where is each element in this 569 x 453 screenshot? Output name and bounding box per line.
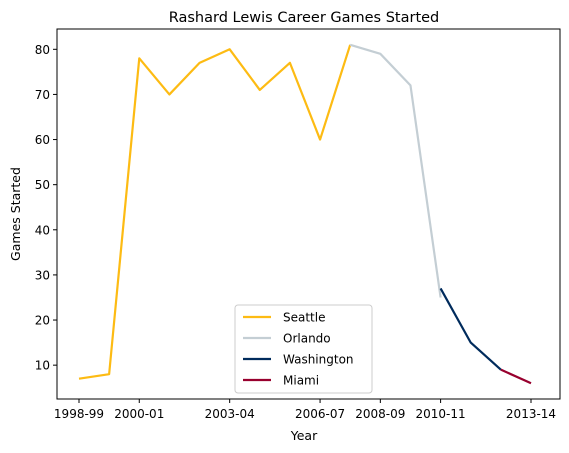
legend-label: Orlando — [283, 332, 331, 346]
x-tick-label: 2010-11 — [416, 407, 466, 421]
series-layer — [78, 43, 532, 385]
x-tick-label: 2008-09 — [355, 407, 405, 421]
legend-label: Seattle — [283, 311, 325, 325]
x-tick-label: 2003-04 — [205, 407, 255, 421]
plot-frame — [56, 28, 561, 400]
legend: Seattle Orlando Washington Miami — [234, 304, 373, 394]
chart-title: Rashard Lewis Career Games Started — [169, 10, 440, 26]
axis-layer: 10 20 30 40 50 60 70 80 1998-99 2000-01 2003-04 200… — [35, 43, 556, 421]
x-tick-label: 1998-99 — [54, 407, 104, 421]
series-line-miami — [500, 368, 532, 385]
y-axis-label: Games Started — [8, 167, 23, 261]
series-line-orlando — [349, 43, 442, 298]
legend-label: Miami — [283, 374, 319, 388]
y-tick-label: 80 — [35, 43, 50, 57]
y-tick-label: 50 — [35, 178, 50, 192]
legend-box — [234, 304, 373, 394]
y-tick-label: 10 — [35, 359, 50, 373]
series-line-washington — [439, 287, 502, 371]
legend-label: Washington — [283, 353, 354, 367]
y-tick-label: 60 — [35, 133, 50, 147]
y-tick-label: 40 — [35, 223, 50, 237]
x-tick-label: 2006-07 — [295, 407, 345, 421]
y-tick-label: 30 — [35, 268, 50, 282]
x-tick-label: 2000-01 — [114, 407, 164, 421]
y-tick-label: 70 — [35, 88, 50, 102]
x-axis-label: Year — [290, 428, 318, 443]
series-line-seattle — [78, 44, 352, 380]
x-tick-label: 2013-14 — [506, 407, 556, 421]
y-tick-label: 20 — [35, 314, 50, 328]
